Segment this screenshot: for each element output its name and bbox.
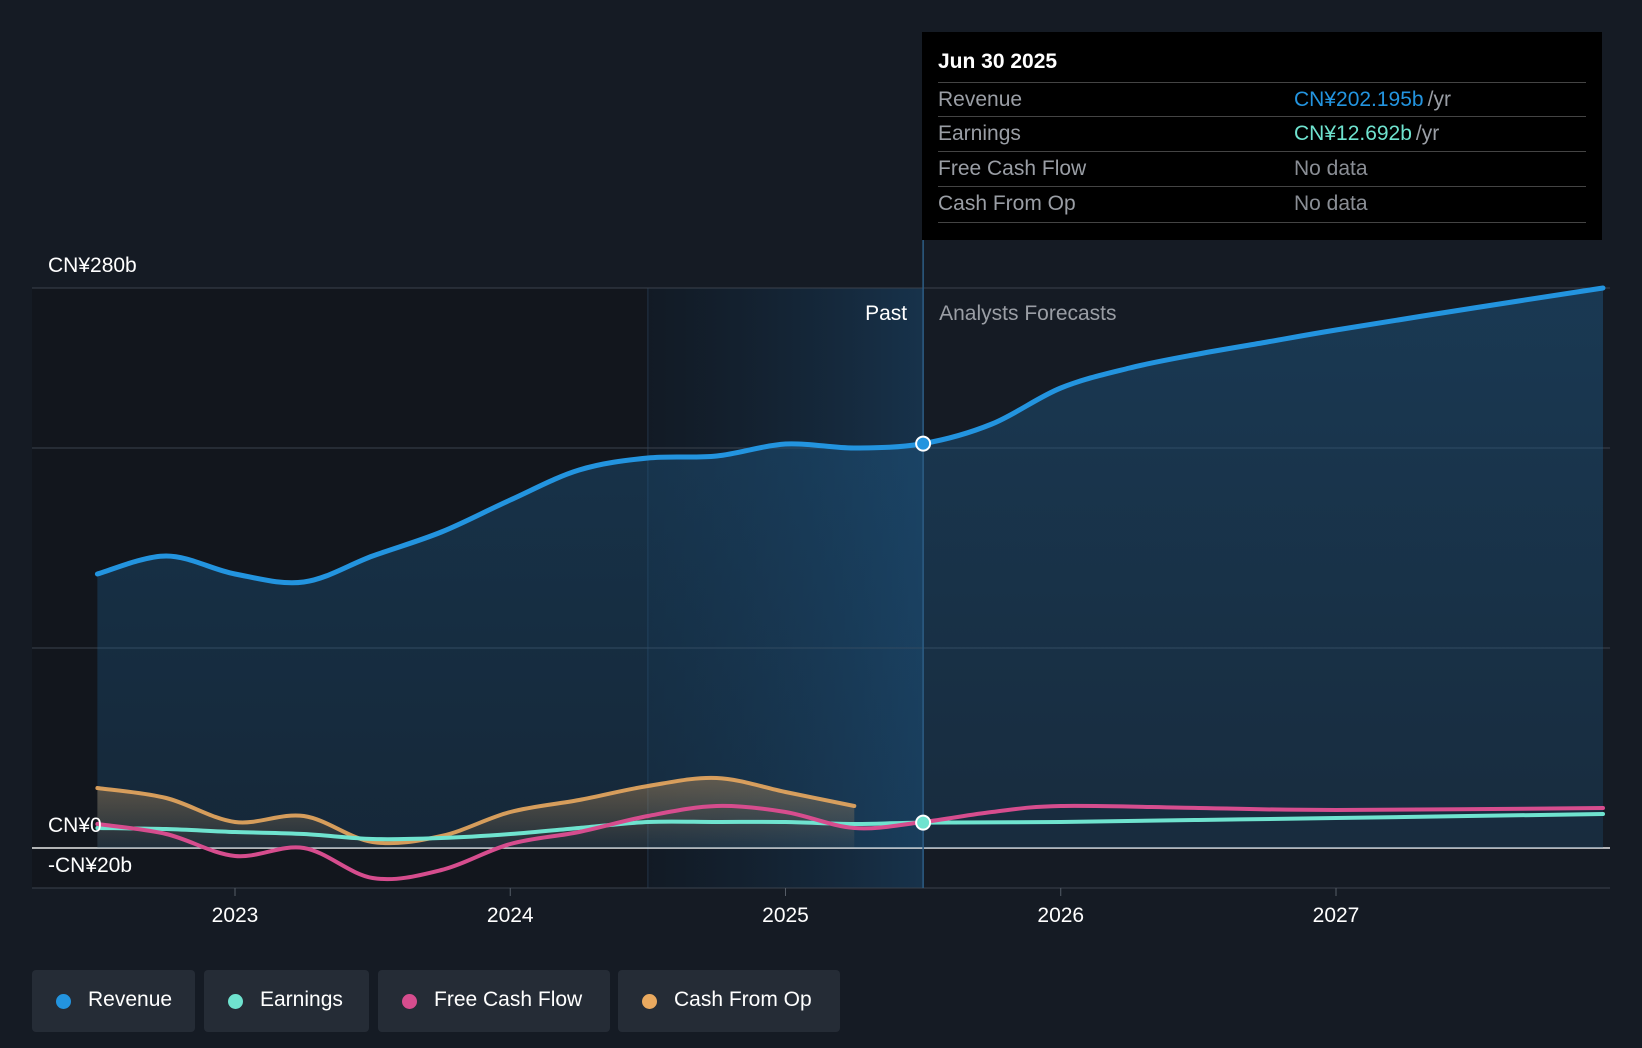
legend-item-cash-from-op[interactable]: Cash From Op <box>618 970 840 1032</box>
y-axis-label: CN¥280b <box>48 254 137 277</box>
legend-label: Earnings <box>260 988 343 1011</box>
x-axis-labels: 2023 2024 2025 2026 2027 <box>212 888 1360 927</box>
free-cash-flow-line <box>95 803 1605 882</box>
earnings-marker <box>915 814 932 831</box>
series-lines <box>94 285 1606 882</box>
tooltip-row-revenue: Revenue CN¥202.195b/yr <box>938 82 1586 117</box>
x-axis-label: 2026 <box>1037 904 1084 927</box>
tooltip-label: Cash From Op <box>938 192 1076 215</box>
tooltip-value: CN¥202.195b <box>1294 88 1424 111</box>
series-areas <box>97 288 1603 848</box>
tooltip-label: Earnings <box>938 122 1021 145</box>
legend-item-earnings[interactable]: Earnings <box>204 970 369 1032</box>
tooltip-label: Revenue <box>938 88 1023 111</box>
legend-label: Cash From Op <box>674 988 812 1011</box>
tooltip-date: Jun 30 2025 <box>938 50 1058 73</box>
x-axis-label: 2025 <box>762 904 809 927</box>
x-axis-label: 2024 <box>487 904 534 927</box>
legend-item-free-cash-flow[interactable]: Free Cash Flow <box>378 970 610 1032</box>
tooltip-row-cash-from-op: Cash From Op No data <box>938 186 1586 221</box>
x-axis-label: 2027 <box>1313 904 1360 927</box>
revenue-line <box>94 285 1606 586</box>
cash-from-op-area <box>97 777 855 848</box>
tooltip-value: No data <box>1294 192 1368 215</box>
tooltip-unit: /yr <box>1415 122 1440 145</box>
tooltip-row-earnings: Earnings CN¥12.692b/yr <box>938 116 1586 151</box>
legend-dot-icon <box>402 994 417 1009</box>
forecast-label: Analysts Forecasts <box>939 302 1116 325</box>
tooltip: Jun 30 2025 Revenue CN¥202.195b/yr Earni… <box>922 32 1602 240</box>
legend-dot-icon <box>56 994 71 1009</box>
past-label: Past <box>865 302 907 325</box>
earnings-line <box>95 812 1605 842</box>
hover-markers <box>915 435 932 831</box>
y-axis-label: CN¥0 <box>48 814 102 837</box>
tooltip-divider <box>938 222 1586 223</box>
tooltip-label: Free Cash Flow <box>938 157 1087 180</box>
tooltip-row-free-cash-flow: Free Cash Flow No data <box>938 151 1586 186</box>
x-axis-label: 2023 <box>212 904 259 927</box>
legend-item-revenue[interactable]: Revenue <box>32 970 195 1032</box>
cash-from-op-line <box>95 775 857 846</box>
tooltip-value: CN¥12.692b <box>1294 122 1412 145</box>
tooltip-value: No data <box>1294 157 1368 180</box>
legend-label: Free Cash Flow <box>434 988 583 1011</box>
revenue-marker <box>915 435 932 452</box>
revenue-area <box>97 288 1603 848</box>
y-axis-labels: CN¥280b CN¥0 -CN¥20b <box>48 254 137 877</box>
y-axis-label: -CN¥20b <box>48 854 132 877</box>
legend-dot-icon <box>642 994 657 1009</box>
legend-label: Revenue <box>88 988 173 1011</box>
legend-dot-icon <box>228 994 243 1009</box>
tooltip-unit: /yr <box>1427 88 1451 111</box>
